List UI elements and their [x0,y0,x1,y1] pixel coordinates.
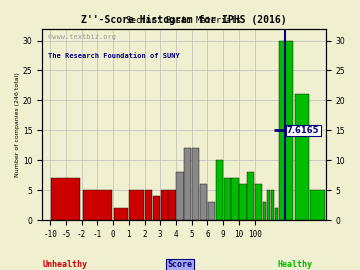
Text: Sector: Basic Materials: Sector: Basic Materials [126,16,242,25]
Bar [310,190,325,220]
Bar [161,190,168,220]
Text: Unhealthy: Unhealthy [42,260,87,269]
Bar [51,178,80,220]
Bar [184,148,192,220]
Y-axis label: Number of companies (246 total): Number of companies (246 total) [15,72,20,177]
Text: 7.6165: 7.6165 [287,126,319,135]
Bar [263,202,266,220]
Bar [295,94,309,220]
Text: Healthy: Healthy [278,260,313,269]
Bar [130,190,144,220]
Bar [279,40,293,220]
Bar [145,190,152,220]
Bar [267,190,270,220]
Bar [216,160,223,220]
Title: Z''-Score Histogram for IPHS (2016): Z''-Score Histogram for IPHS (2016) [81,15,287,25]
Bar [239,184,247,220]
Bar [192,148,199,220]
Bar [231,178,239,220]
Bar [271,190,274,220]
Text: The Research Foundation of SUNY: The Research Foundation of SUNY [48,53,180,59]
Bar [255,184,262,220]
Bar [153,196,160,220]
Bar [247,172,255,220]
Bar [200,184,207,220]
Bar [176,172,184,220]
Text: Score: Score [167,260,193,269]
Bar [275,208,278,220]
Bar [83,190,112,220]
Bar [224,178,231,220]
Text: ©www.textbiz.org: ©www.textbiz.org [48,34,116,40]
Bar [208,202,215,220]
Bar [114,208,128,220]
Bar [168,190,176,220]
